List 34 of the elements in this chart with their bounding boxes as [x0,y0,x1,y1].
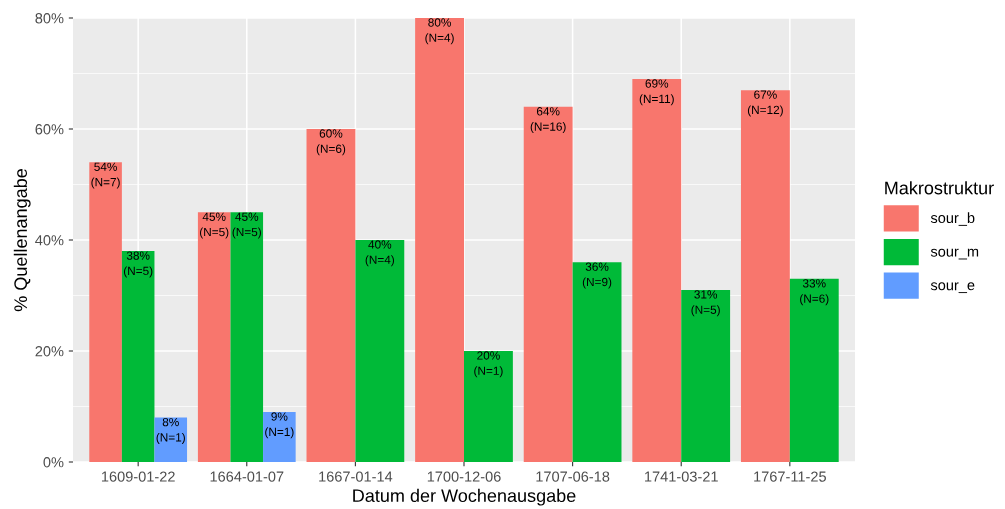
y-tick-label: 20% [35,346,64,357]
x-axis-title: Datum der Wochenausgabe [353,488,576,506]
data-label: 20% (N=1) [474,351,503,378]
y-tick-label: 60% [35,124,64,135]
data-label: 38% (N=5) [123,251,153,278]
data-label: 54% (N=7) [91,162,120,189]
legend-title: Makrostruktur [885,181,994,195]
y-tick-label: 0% [43,457,64,468]
data-label: 67% (N=12) [747,90,783,117]
x-tick-label: 1667-01-14 [319,471,393,482]
x-tick-label: 1609-01-22 [101,471,175,482]
data-label: 36% (N=9) [582,262,612,289]
legend-label: sour_m [930,248,979,260]
data-label: 31% (N=5) [691,290,720,317]
x-tick-label: 1700-12-06 [427,471,501,482]
y-axis-title: % Quellenangabe [13,169,31,312]
data-label: 40% (N=4) [365,240,395,267]
x-tick-label: 1767-11-25 [754,471,826,482]
data-label: 60% (N=6) [316,129,346,156]
legend-label: sour_b [930,212,975,226]
data-label: 80% (N=4) [425,18,454,45]
data-label: 69% (N=11) [639,79,674,106]
y-tick-label: 80% [35,13,64,24]
x-tick-label: 1741-03-21 [645,471,718,482]
data-label: 45% (N=5) [232,212,261,239]
data-label: 64% (N=16) [530,107,566,134]
data-label: 45% (N=5) [200,212,229,239]
y-tick-label: 40% [35,235,64,246]
data-label: 8% (N=1) [156,417,185,444]
data-label: 9% (N=1) [265,412,294,439]
legend-label: sour_e [930,282,975,294]
data-label: 33% (N=6) [800,279,829,306]
x-tick-label: 1707-06-18 [536,471,610,482]
x-tick-label: 1664-01-07 [210,471,284,482]
